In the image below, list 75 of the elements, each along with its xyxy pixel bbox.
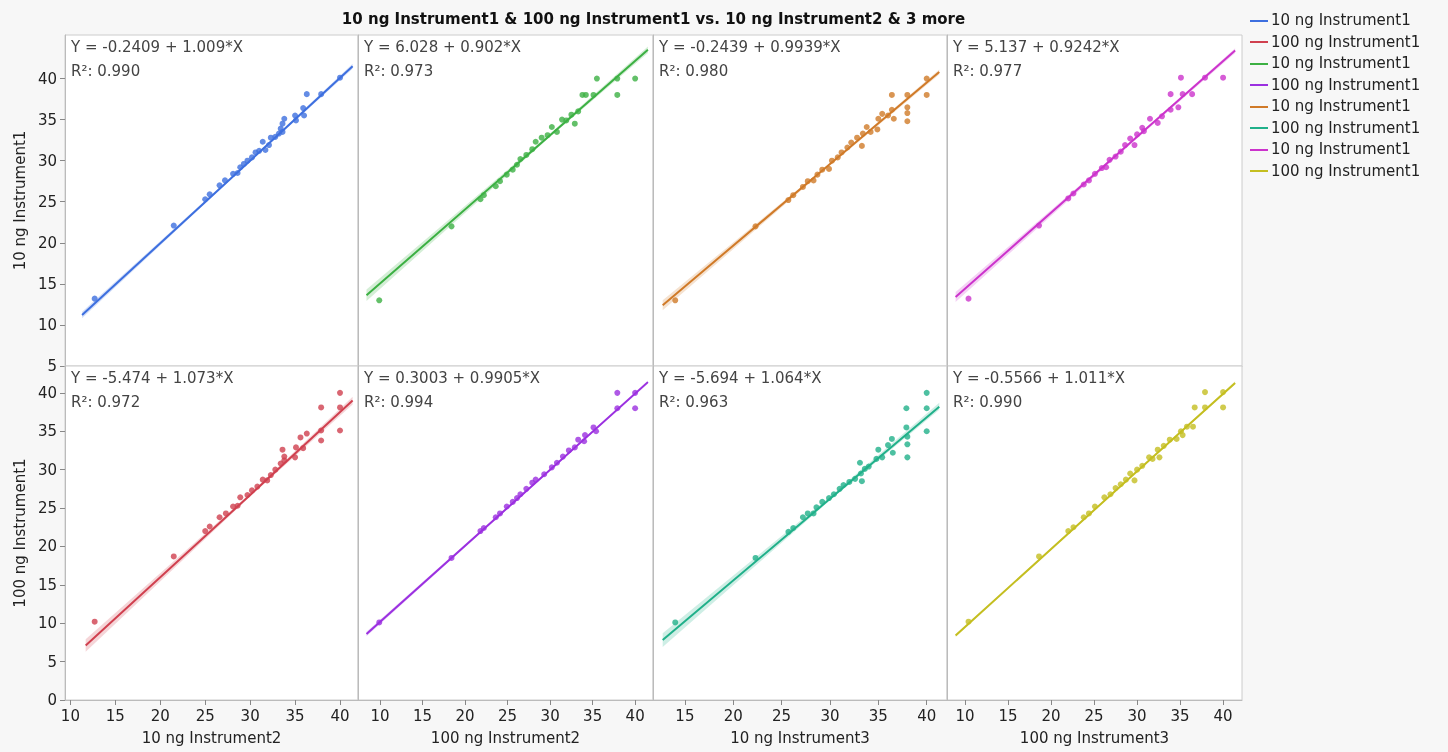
y-tick-label: 40 xyxy=(37,69,57,88)
x-tick-label: 40 xyxy=(330,706,350,725)
y-axis-title: 100 ng Instrument1 xyxy=(10,458,29,608)
x-axis-title: 100 ng Instrument3 xyxy=(1019,728,1170,747)
x-tick-label: 30 xyxy=(240,706,260,725)
legend-label: 100 ng Instrument1 xyxy=(1271,117,1421,139)
x-tick-label: 30 xyxy=(1127,706,1147,725)
annotation: Y = 0.3003 + 0.9905*X xyxy=(363,368,541,387)
x-tick-label: 35 xyxy=(868,706,888,725)
y-tick-label: 30 xyxy=(37,151,57,170)
x-tick-label: 15 xyxy=(998,706,1018,725)
x-tick-label: 20 xyxy=(723,706,743,725)
annotation: R²: 0.990 xyxy=(953,392,1023,411)
annotation: R²: 0.980 xyxy=(659,61,729,80)
annotation: Y = -5.474 + 1.073*X xyxy=(70,368,234,387)
annotation: Y = -0.2439 + 0.9939*X xyxy=(658,37,841,56)
annotation: R²: 0.977 xyxy=(953,61,1023,80)
y-tick-label: 30 xyxy=(37,460,57,479)
text: 10 ng Instrument1 & 100 ng Instrument1 vs. 10 ng Instrument2 & 3 more xyxy=(340,9,967,30)
y-tick-label: 10 xyxy=(37,315,57,334)
x-tick-label: 20 xyxy=(455,706,475,725)
legend-label: 10 ng Instrument1 xyxy=(1271,96,1411,117)
y-tick-label: 40 xyxy=(37,383,57,402)
y-tick-label: 15 xyxy=(37,274,57,293)
x-tick-label: 25 xyxy=(498,706,518,725)
legend-label: 100 ng Instrument1 xyxy=(1271,160,1421,182)
legend-label: 10 ng Instrument1 xyxy=(1271,10,1411,31)
x-tick-label: 10 xyxy=(370,706,390,725)
y-tick-label: 35 xyxy=(37,110,57,129)
x-axis-title: 10 ng Instrument2 xyxy=(141,728,282,747)
x-tick-label: 15 xyxy=(105,706,125,725)
x-tick-label: 40 xyxy=(1213,706,1233,725)
y-tick-label: 25 xyxy=(37,499,57,518)
x-tick-label: 15 xyxy=(413,706,433,725)
x-tick-label: 25 xyxy=(195,706,215,725)
x-tick-label: 25 xyxy=(1084,706,1104,725)
y-tick-label: 10 xyxy=(37,614,57,633)
annotation: Y = 5.137 + 0.9242*X xyxy=(952,37,1120,56)
y-tick-label: 25 xyxy=(37,192,57,211)
x-tick-label: 40 xyxy=(625,706,645,725)
x-tick-label: 15 xyxy=(675,706,695,725)
x-tick-label: 30 xyxy=(820,706,840,725)
annotation: R²: 0.963 xyxy=(659,392,729,411)
annotation: Y = 6.028 + 0.902*X xyxy=(363,37,522,56)
y-tick-label: 15 xyxy=(37,575,57,594)
annotation: R²: 0.994 xyxy=(364,392,434,411)
annotation: Y = -0.2409 + 1.009*X xyxy=(70,37,243,56)
x-tick-label: 25 xyxy=(772,706,792,725)
x-tick-label: 40 xyxy=(917,706,937,725)
x-tick-label: 10 xyxy=(60,706,80,725)
legend-label: 100 ng Instrument1 xyxy=(1271,74,1421,96)
x-tick-label: 30 xyxy=(540,706,560,725)
x-tick-label: 35 xyxy=(583,706,603,725)
x-tick-label: 35 xyxy=(1170,706,1190,725)
legend-label: 100 ng Instrument1 xyxy=(1271,31,1421,53)
x-axis-title: 100 ng Instrument2 xyxy=(430,728,581,747)
legend-label: 10 ng Instrument1 xyxy=(1271,139,1411,160)
annotation: R²: 0.990 xyxy=(71,61,141,80)
y-tick-label: 5 xyxy=(47,357,57,375)
y-tick-label: 20 xyxy=(37,537,57,556)
y-tick-label: 35 xyxy=(37,422,57,441)
x-tick-label: 35 xyxy=(285,706,305,725)
annotation: Y = -0.5566 + 1.011*X xyxy=(952,368,1125,387)
x-tick-label: 20 xyxy=(1041,706,1061,725)
y-tick-label: 0 xyxy=(47,691,57,709)
x-axis-title: 10 ng Instrument3 xyxy=(730,728,870,747)
x-tick-label: 10 xyxy=(955,706,975,725)
y-tick-label: 5 xyxy=(47,652,57,671)
y-tick-label: 20 xyxy=(37,233,57,252)
x-tick-label: 20 xyxy=(150,706,170,725)
annotation: R²: 0.972 xyxy=(71,392,141,411)
annotation: R²: 0.973 xyxy=(364,61,434,80)
annotation: Y = -5.694 + 1.064*X xyxy=(658,368,822,387)
y-axis-title: 10 ng Instrument1 xyxy=(10,130,29,271)
legend-label: 10 ng Instrument1 xyxy=(1271,53,1411,74)
